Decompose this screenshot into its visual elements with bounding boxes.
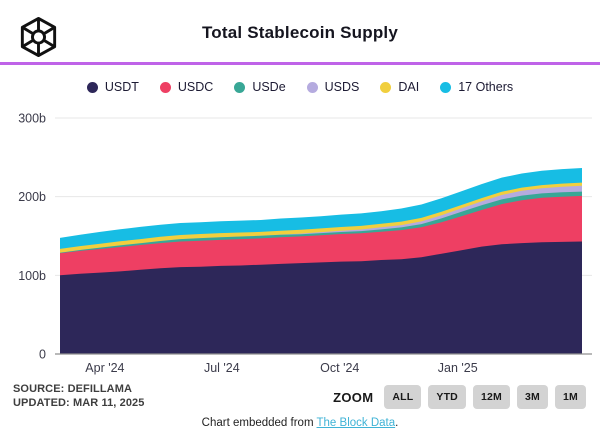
header-accent-line [0,62,600,65]
embed-suffix: . [395,417,399,429]
legend-dot-icon [440,81,452,93]
x-tick-label: Apr '24 [85,361,124,375]
zoom-button-all[interactable]: ALL [384,385,422,409]
source-line: SOURCE: DEFILLAMA [13,383,133,395]
zoom-button-3m[interactable]: 3M [517,385,548,409]
legend-item-17-others[interactable]: 17 Others [440,80,513,94]
legend-item-usdc[interactable]: USDC [159,80,214,94]
x-tick-label: Jan '25 [438,361,478,375]
zoom-button-ytd[interactable]: YTD [428,385,466,409]
legend-dot-icon [306,81,318,93]
zoom-label: ZOOM [333,389,374,405]
legend-label: DAI [398,80,420,94]
legend-item-dai[interactable]: DAI [380,80,419,94]
legend-dot-icon [380,81,392,93]
legend-item-usde[interactable]: USDe [234,80,286,94]
updated-line: UPDATED: MAR 11, 2025 [13,397,145,409]
legend-label: 17 Others [458,80,514,94]
x-tick-label: Jul '24 [204,361,240,375]
legend-item-usds[interactable]: USDS [306,80,360,94]
legend-label: USDT [104,80,139,94]
legend-label: USDe [252,80,286,94]
area-usdt[interactable] [60,241,582,355]
legend-label: USDS [324,80,360,94]
y-tick-label: 100b [18,269,46,283]
y-tick-label: 0 [39,348,46,362]
the-block-logo-icon [20,16,57,58]
zoom-controls: ZOOM ALL YTD 12M 3M 1M [333,385,586,409]
y-tick-label: 200b [18,190,46,204]
page-title: Total Stablecoin Supply [201,23,399,42]
source-attribution: SOURCE: DEFILLAMA UPDATED: MAR 11, 2025 [13,382,145,410]
y-tick-label: 300b [18,112,46,126]
x-tick-label: Oct '24 [320,361,359,375]
chart-legend: USDT USDC USDe USDS DAI 17 Others [0,80,600,94]
zoom-button-12m[interactable]: 12M [472,385,510,409]
legend-dot-icon [234,81,246,93]
legend-item-usdt[interactable]: USDT [86,80,139,94]
header: Total Stablecoin Supply [0,0,600,65]
legend-dot-icon [86,81,98,93]
the-block-data-link[interactable]: The Block Data [316,417,396,429]
stablecoin-chart[interactable]: 0 100b 200b 300b Apr '24 Jul '24 Oct '24 Jan '2… [0,100,600,386]
embed-prefix: Chart embedded from [201,417,317,429]
legend-label: USDC [177,80,214,94]
embed-attribution: Chart embedded from The Block Data. [0,417,600,429]
legend-dot-icon [159,81,171,93]
zoom-button-1m[interactable]: 1M [555,385,586,409]
